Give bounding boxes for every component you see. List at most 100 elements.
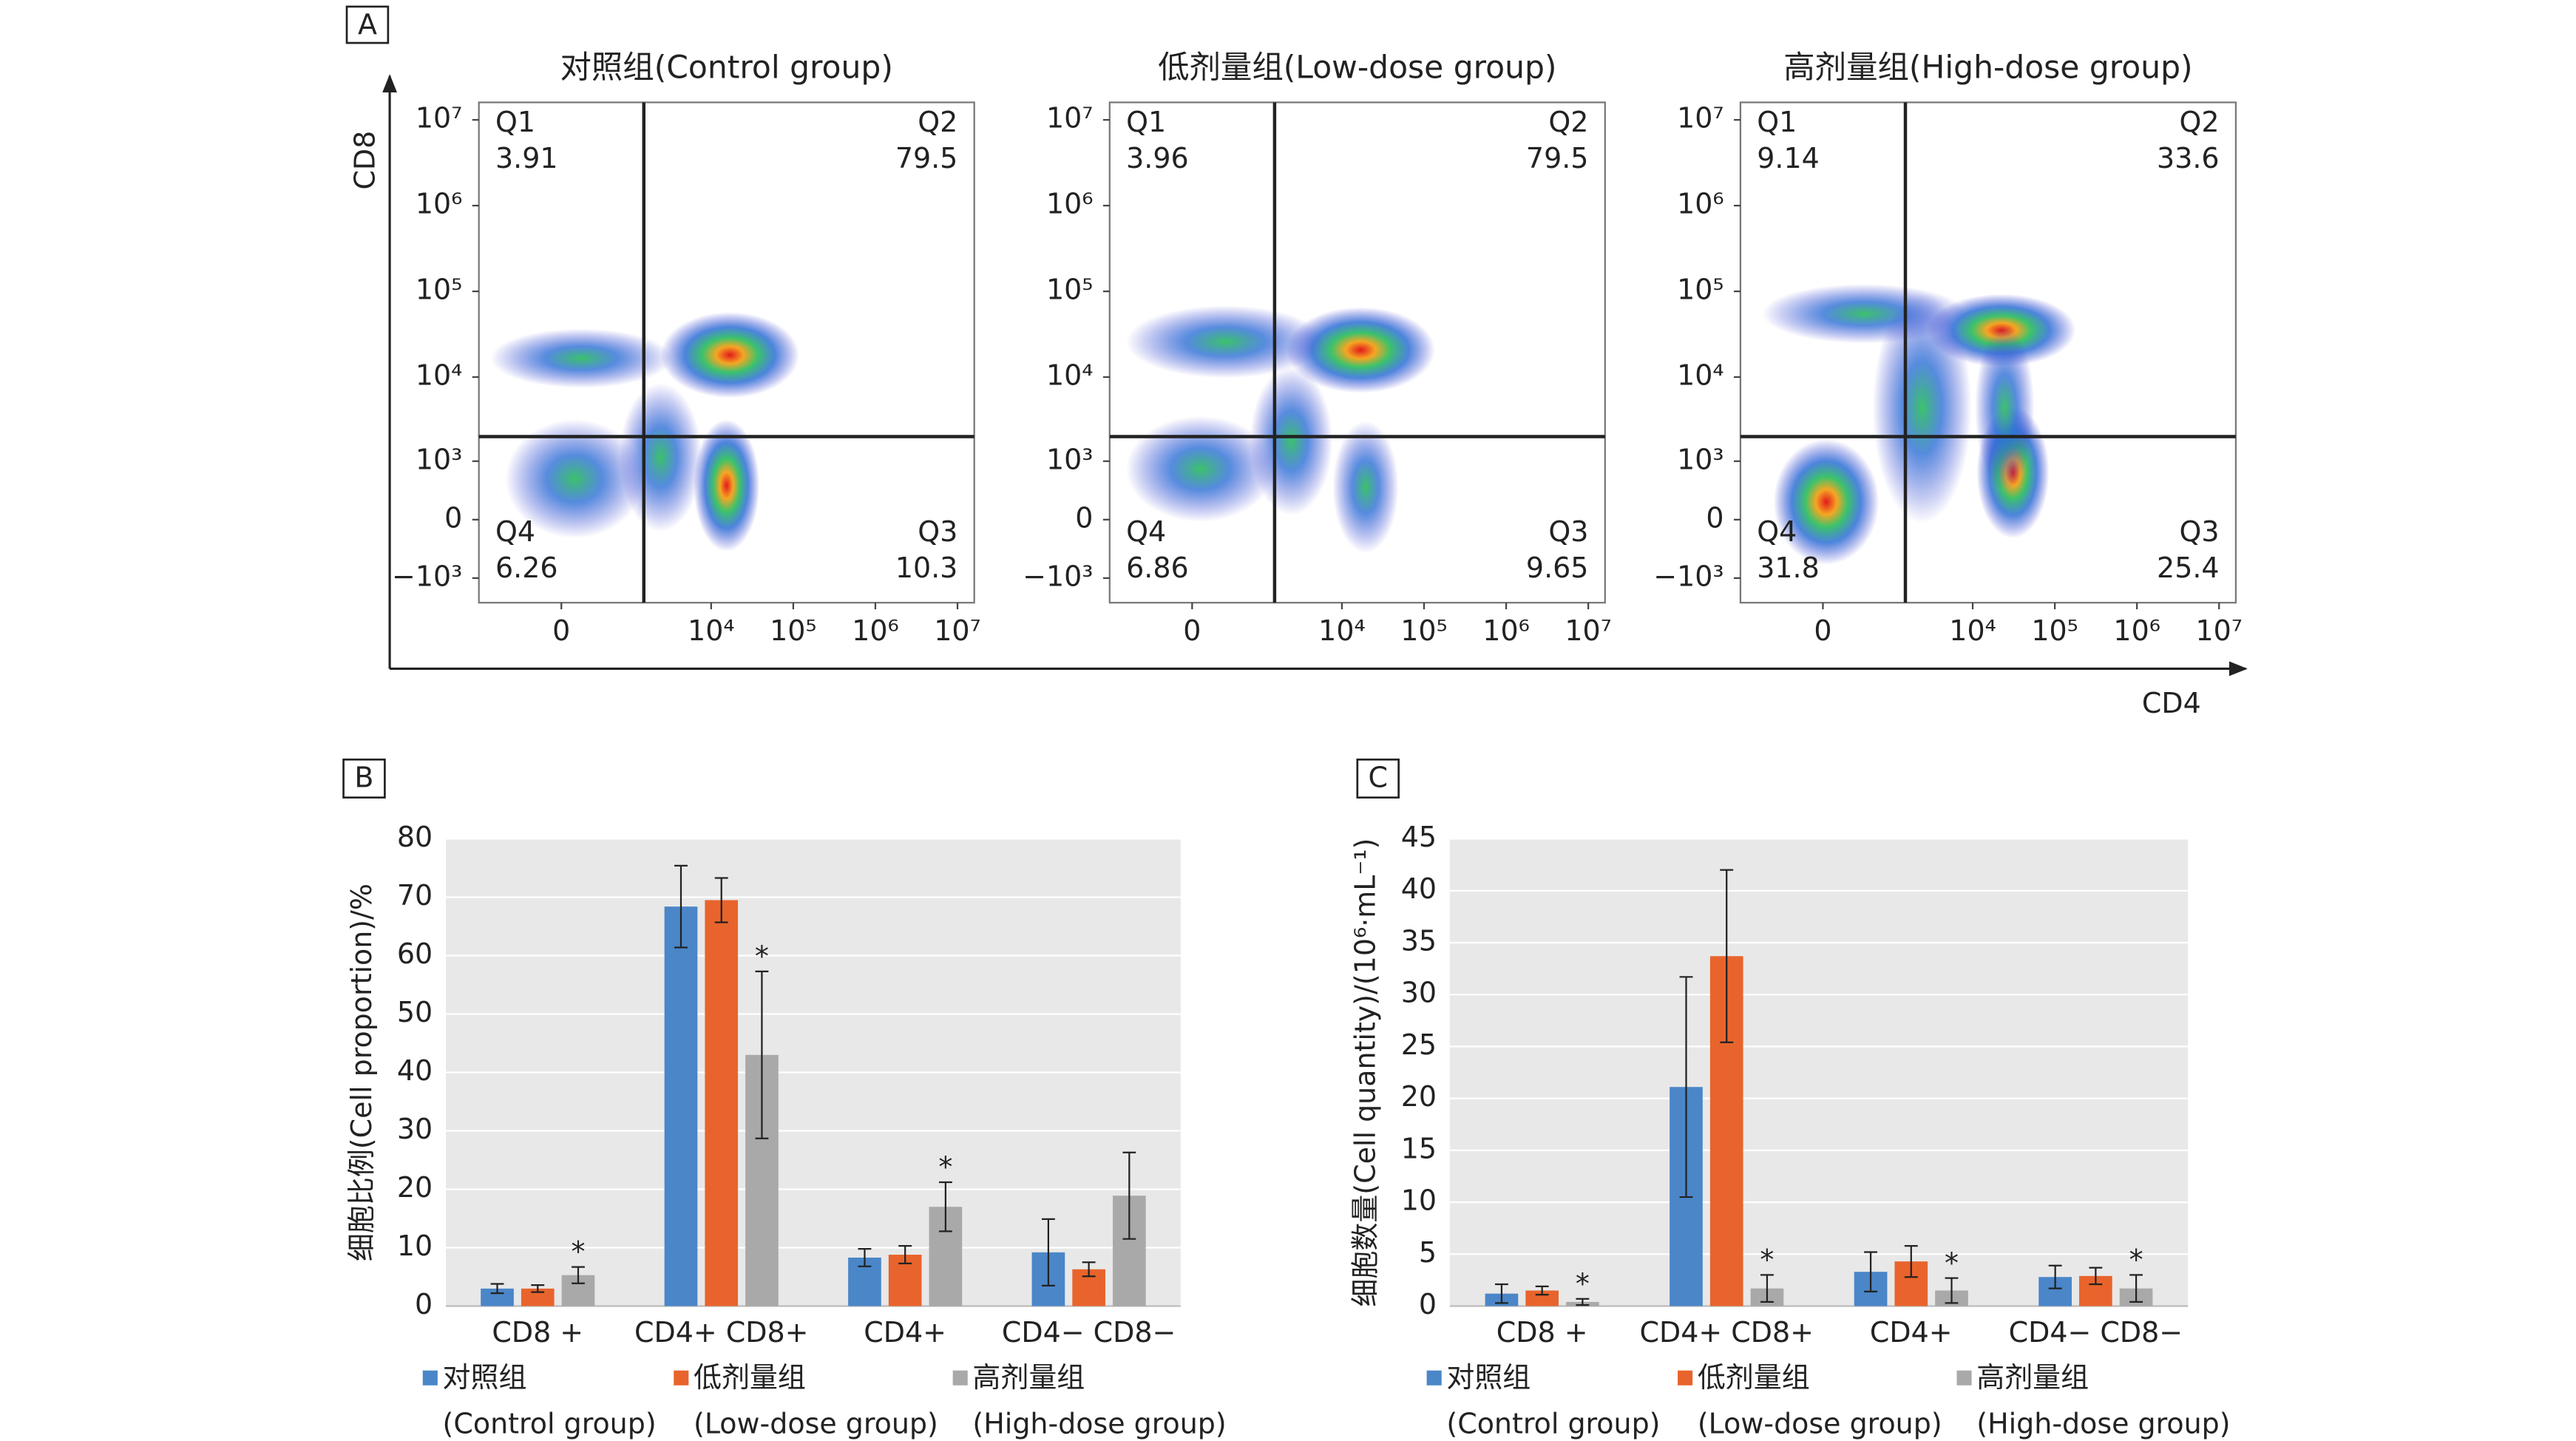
density-cloud — [1872, 292, 1972, 523]
y-tick-label: 10⁴ — [1046, 359, 1094, 392]
error-bar — [858, 1248, 872, 1267]
y-tick-label: 35 — [1401, 924, 1437, 957]
significance-label: * — [755, 940, 769, 972]
y-tick-label: 0 — [1706, 501, 1723, 534]
error-bar — [1494, 1283, 1508, 1304]
error-bar — [1082, 1261, 1096, 1278]
y-tick-label: 10⁶ — [1046, 188, 1094, 220]
quadrant-value: 3.96 — [1126, 142, 1189, 174]
y-tick-label: 10³ — [416, 443, 463, 475]
density-cloud — [619, 383, 702, 532]
quadrant-name: Q4 — [1126, 515, 1166, 548]
error-bar — [1945, 1277, 1959, 1304]
error-bar — [1864, 1251, 1878, 1292]
y-tick-label: 10³ — [1046, 443, 1094, 475]
x-tick-label: 0 — [1183, 614, 1201, 647]
bar — [705, 900, 739, 1306]
quadrant-name: Q4 — [495, 515, 535, 548]
quadrant-name: Q1 — [495, 106, 535, 138]
y-tick-label: 40 — [397, 1054, 433, 1087]
y-tick-label: 10⁴ — [416, 359, 463, 392]
density-cloud — [505, 419, 645, 539]
error-bar — [531, 1284, 545, 1293]
density-cloud — [490, 328, 672, 388]
error-bar — [1720, 869, 1734, 1043]
error-bar — [572, 1266, 585, 1284]
significance-label: * — [938, 1151, 952, 1184]
quadrant-name: Q3 — [2180, 515, 2220, 548]
y-tick-label: 10⁶ — [1677, 188, 1724, 220]
bar — [481, 1288, 514, 1306]
error-bar — [755, 970, 769, 1139]
x-tick-label: 10⁴ — [1949, 614, 1996, 647]
y-tick-label: 50 — [397, 996, 433, 1028]
x-tick-label: CD4+ — [864, 1316, 946, 1349]
legend-swatch — [1426, 1370, 1442, 1386]
y-tick-label: 10 — [1401, 1184, 1437, 1217]
x-tick-label: 10⁵ — [2031, 614, 2078, 647]
panel-label-box — [1356, 758, 1400, 799]
y-tick-label: 60 — [397, 938, 433, 970]
significance-label: * — [2129, 1244, 2143, 1276]
y-tick-label: 10⁷ — [1046, 102, 1094, 135]
error-bar — [2089, 1267, 2103, 1286]
quadrant-value: 33.6 — [2157, 142, 2220, 174]
legend-label: 低剂量组(Low-dose group) — [1698, 1360, 1942, 1440]
quadrant-name: Q3 — [918, 515, 957, 548]
significance-label: * — [571, 1235, 585, 1268]
y-tick-label: 10⁵ — [416, 274, 463, 306]
panel-label: B — [354, 762, 373, 794]
x-tick-label: CD8 + — [492, 1316, 583, 1349]
error-bar — [1760, 1274, 1774, 1303]
y-tick-label: 10⁷ — [416, 102, 463, 135]
x-tick-label: 10⁷ — [934, 614, 981, 647]
y-tick-label: 5 — [1419, 1236, 1437, 1269]
error-bar — [1122, 1151, 1136, 1240]
significance-label: * — [1576, 1267, 1590, 1300]
x-tick-label: CD8 + — [1497, 1316, 1588, 1349]
panel-label: C — [1368, 762, 1388, 794]
quadrant-value: 79.5 — [1526, 142, 1589, 174]
y-tick-label: 30 — [1401, 977, 1437, 1009]
error-bar — [674, 864, 688, 949]
y-tick-label: 40 — [1401, 872, 1437, 905]
legend-swatch — [422, 1370, 438, 1386]
legend-swatch — [1956, 1370, 1972, 1386]
x-tick-label: 10⁶ — [1482, 614, 1530, 647]
y-tick-label: −10³ — [1653, 560, 1723, 592]
x-tick-label: CD4− CD8− — [2009, 1316, 2183, 1349]
legend-label: 对照组(Control group) — [443, 1360, 657, 1440]
density-cloud — [660, 312, 799, 399]
y-axis-label: 细胞比例(Cell proportion)/% — [345, 884, 378, 1261]
significance-label: * — [1945, 1247, 1959, 1279]
plot-title: 低剂量组(Low-dose group) — [1158, 50, 1556, 86]
y-tick-label: 0 — [1075, 501, 1093, 534]
density-cloud — [694, 419, 760, 552]
legend-swatch — [1678, 1370, 1693, 1386]
y-tick-label: 25 — [1401, 1028, 1437, 1061]
error-bar — [714, 877, 728, 923]
x-tick-label: 10⁵ — [1400, 614, 1448, 647]
legend-label: 高剂量组(High-dose group) — [1976, 1360, 2230, 1440]
y-tick-label: 80 — [397, 821, 433, 853]
x-tick-label: 0 — [552, 614, 570, 647]
y-tick-label: −10³ — [392, 560, 462, 592]
plot-title: 对照组(Control group) — [560, 50, 892, 86]
legend-label: 对照组(Control group) — [1446, 1360, 1660, 1440]
x-tick-label: 10⁴ — [688, 614, 735, 647]
x-tick-label: 10⁴ — [1318, 614, 1366, 647]
quadrant-name: Q2 — [918, 106, 957, 138]
quadrant-value: 9.14 — [1757, 142, 1820, 174]
quadrant-name: Q1 — [1757, 106, 1797, 138]
legend-label: 高剂量组(High-dose group) — [972, 1360, 1226, 1440]
x-tick-label: CD4− CD8− — [1002, 1316, 1176, 1349]
y-tick-label: 10⁵ — [1677, 274, 1724, 306]
y-tick-label: 20 — [1401, 1080, 1437, 1113]
y-tick-label: 10⁷ — [1677, 102, 1724, 135]
y-tick-label: 20 — [397, 1171, 433, 1204]
x-axis-label: CD4 — [2142, 687, 2201, 719]
density-cloud — [1332, 421, 1399, 554]
y-tick-label: 15 — [1401, 1132, 1437, 1164]
error-bar — [1904, 1244, 1918, 1278]
